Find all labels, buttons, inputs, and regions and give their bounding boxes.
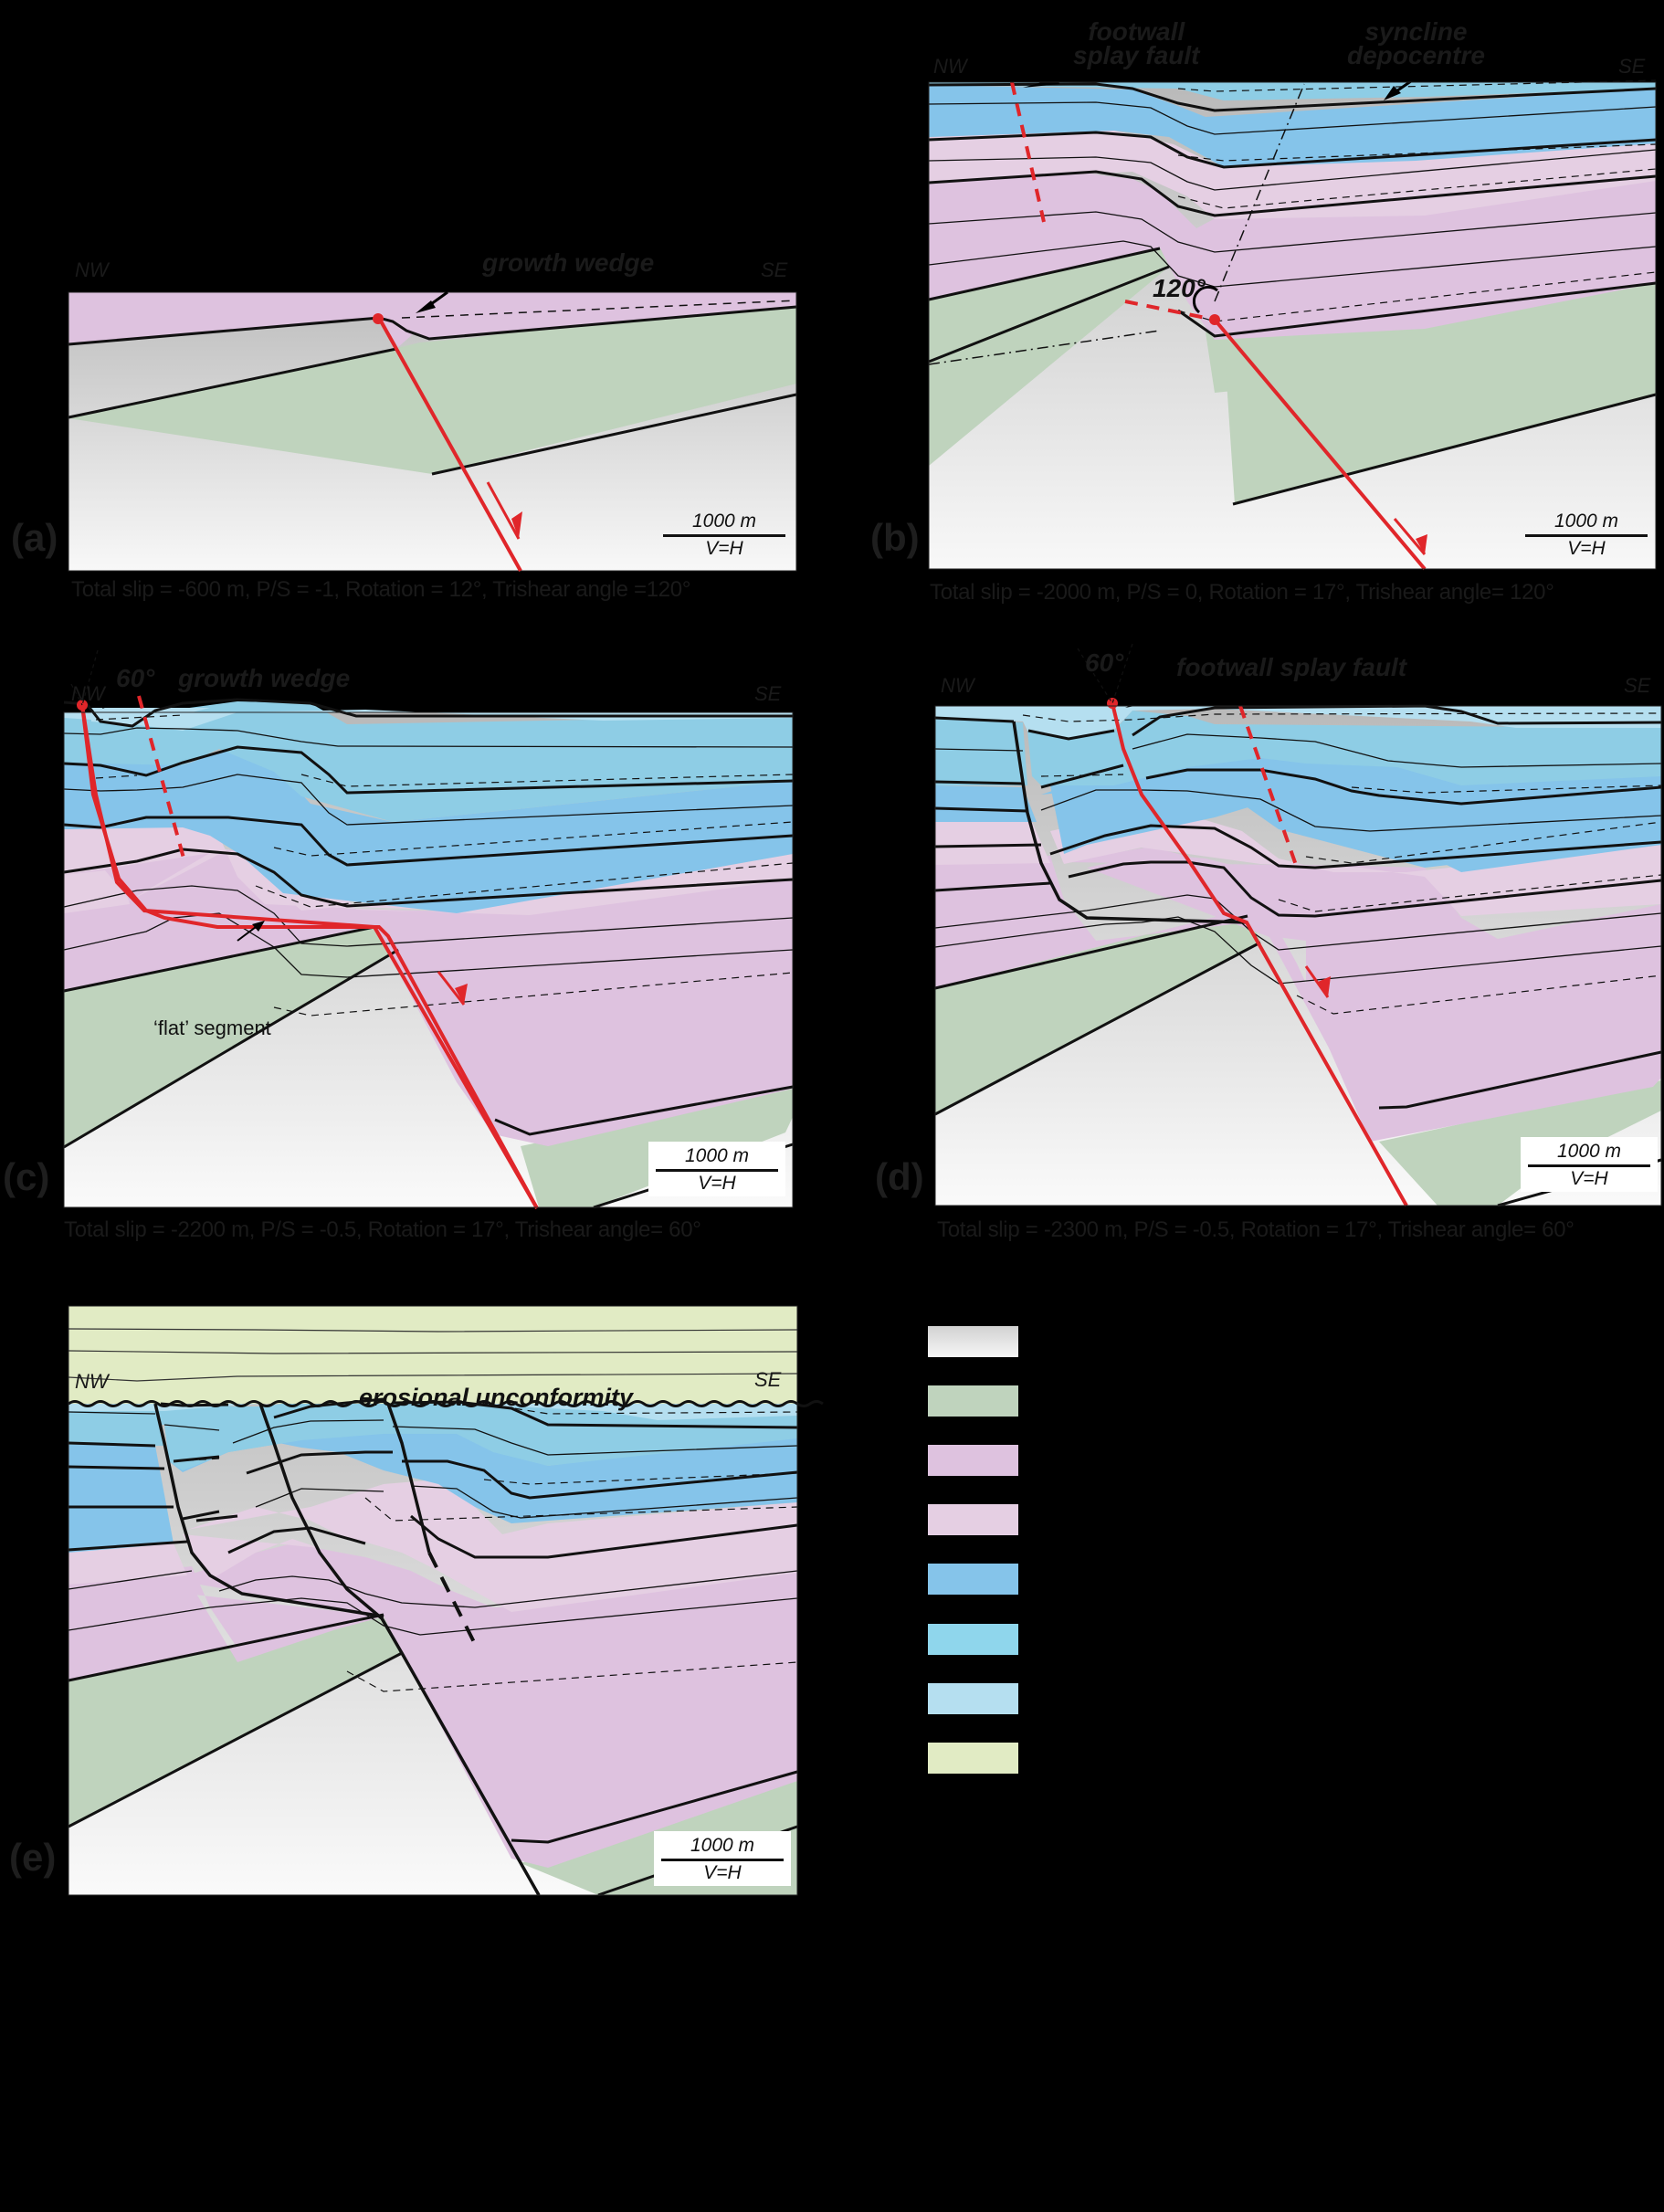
- scale-line: [656, 1169, 778, 1172]
- scale-length: 1000 m: [684, 1145, 750, 1166]
- footwall-splay-fault-annotation: footwall splay fault: [1073, 17, 1200, 69]
- erosional-unconformity-annotation: erosional unconformity: [359, 1384, 634, 1411]
- cross-section-c: [63, 649, 794, 1210]
- nw-label: NW: [75, 258, 109, 281]
- scale-ratio: V=H: [698, 1173, 736, 1194]
- growth-wedge-annotation: growth wedge: [482, 248, 655, 277]
- scale-line: [661, 1859, 784, 1861]
- footwall-splay-fault-annotation: footwall splay fault: [1176, 653, 1407, 681]
- nw-label: NW: [941, 674, 974, 697]
- scale-ratio: V=H: [1567, 538, 1606, 559]
- scale-length: 1000 m: [690, 1835, 755, 1856]
- legend-swatch-purple-dark: [928, 1445, 1018, 1476]
- scale-bar: 1000 m V=H: [648, 1142, 785, 1196]
- se-label: SE: [761, 258, 788, 281]
- panel-c: NW SE 60° growth wedge ‘flat’ segment 10…: [0, 0, 822, 1279]
- legend-swatch-blue-mid: [928, 1624, 1018, 1655]
- panel-caption-b: Total slip = -2000 m, P/S = 0, Rotation …: [930, 580, 1554, 605]
- nw-label: NW: [933, 55, 967, 78]
- scale-bar: 1000 m V=H: [1518, 507, 1655, 562]
- scale-bar: 1000 m V=H: [656, 507, 793, 562]
- growth-wedge-annotation: growth wedge: [178, 664, 351, 692]
- scale-length: 1000 m: [1556, 1141, 1622, 1162]
- cross-section-e: [68, 1305, 824, 1897]
- flat-segment-annotation: ‘flat’ segment: [153, 1016, 271, 1039]
- trishear-angle-label: 120°: [1153, 274, 1206, 302]
- scale-bar: 1000 m V=H: [654, 1831, 791, 1886]
- panel-caption-d: Total slip = -2300 m, P/S = -0.5, Rotati…: [937, 1217, 1574, 1242]
- syncline-depocentre-annotation: syncline depocentre: [1347, 17, 1485, 69]
- legend-swatch-basement: [928, 1326, 1018, 1357]
- panel-d: NW SE 60° footwall splay fault 1000 m V=…: [875, 643, 1662, 1242]
- panel-label-a: (a): [11, 516, 58, 559]
- fault-line: [377, 317, 522, 572]
- fault-line: [1213, 318, 1427, 571]
- panel-a: NW SE growth wedge 1000 m V=H (a) Total …: [0, 0, 822, 639]
- scale-line: [1528, 1164, 1650, 1167]
- legend-swatch-yellow-green: [928, 1743, 1018, 1774]
- cross-section-b: [928, 73, 1657, 571]
- legend-swatch-blue-dark: [928, 1564, 1018, 1595]
- panel-label-c: (c): [3, 1155, 50, 1198]
- panel-caption-c: Total slip = -2200 m, P/S = -0.5, Rotati…: [64, 1217, 701, 1242]
- scale-length: 1000 m: [1553, 511, 1619, 532]
- scale-line: [1525, 534, 1648, 537]
- nw-label: NW: [71, 682, 105, 705]
- scale-line: [663, 534, 785, 537]
- scale-length: 1000 m: [691, 511, 757, 532]
- scale-ratio: V=H: [703, 1862, 742, 1883]
- trishear-angle-label: 60°: [1085, 648, 1124, 677]
- panel-b: NW SE footwall splay fault syncline depo…: [0, 0, 1664, 639]
- panel-e: NW SE erosional unconformity 1000 m V=H …: [0, 0, 824, 1918]
- cross-section-a: [68, 290, 797, 572]
- panel-label-b: (b): [870, 516, 920, 559]
- fault-line: [1111, 702, 1408, 1206]
- scale-ratio: V=H: [705, 538, 743, 559]
- scale-ratio: V=H: [1570, 1168, 1608, 1189]
- fault-tip-marker: [1209, 314, 1220, 325]
- se-label: SE: [754, 682, 782, 705]
- trishear-angle-label: 60°: [116, 664, 155, 692]
- se-label: SE: [1624, 674, 1651, 697]
- legend-swatch-green: [928, 1385, 1018, 1417]
- panel-label-e: (e): [9, 1836, 57, 1879]
- se-label: SE: [1618, 55, 1646, 78]
- legend-swatch-purple-light: [928, 1504, 1018, 1535]
- panel-label-d: (d): [875, 1155, 924, 1198]
- legend-swatch-blue-light: [928, 1683, 1018, 1714]
- scale-bar: 1000 m V=H: [1521, 1137, 1658, 1192]
- se-label: SE: [754, 1368, 782, 1391]
- fault-tip-marker: [373, 313, 384, 324]
- panel-caption-a: Total slip = -600 m, P/S = -1, Rotation …: [71, 577, 691, 602]
- nw-label: NW: [75, 1370, 109, 1393]
- cross-section-d: [934, 643, 1662, 1207]
